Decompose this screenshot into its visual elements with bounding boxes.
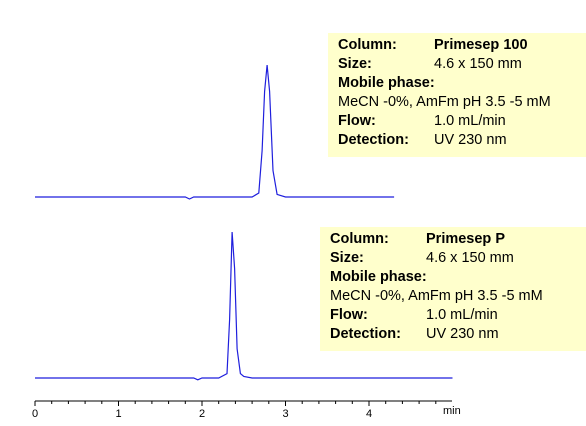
detection-value: UV 230 nm <box>426 326 499 342</box>
mobile-phase-value-row: MeCN -0%, AmFm pH 3.5 -5 mM <box>320 287 586 306</box>
size-label: Size: <box>338 56 372 72</box>
flow-value: 1.0 mL/min <box>434 113 506 129</box>
x-axis-unit-label: min <box>443 405 461 417</box>
chromatogram-trace-primesep-100 <box>35 64 395 200</box>
flow-row: Flow: 1.0 mL/min <box>320 306 586 325</box>
chromatogram-trace-primesep-p <box>35 231 453 381</box>
mobile-phase-row: Mobile phase: <box>328 74 586 93</box>
x-tick-label: 0 <box>32 408 38 420</box>
x-axis: 0 1 2 3 4 min <box>32 400 461 420</box>
x-tick-label: 3 <box>282 408 288 420</box>
method-info-box-top: Column: Primesep 100 Size: 4.6 x 150 mm … <box>328 33 586 157</box>
mobile-phase-row: Mobile phase: <box>320 268 586 287</box>
x-tick-label: 4 <box>366 408 372 420</box>
x-tick-label: 2 <box>199 408 205 420</box>
column-value: Primesep P <box>426 231 505 247</box>
detection-label: Detection: <box>330 326 401 342</box>
column-value: Primesep 100 <box>434 37 528 53</box>
column-row: Column: Primesep P <box>320 230 586 249</box>
detection-row: Detection: UV 230 nm <box>328 131 586 150</box>
detection-label: Detection: <box>338 132 409 148</box>
column-label: Column: <box>338 37 397 53</box>
size-value: 4.6 x 150 mm <box>434 56 522 72</box>
mobile-phase-value-row: MeCN -0%, AmFm pH 3.5 -5 mM <box>328 93 586 112</box>
detection-row: Detection: UV 230 nm <box>320 325 586 344</box>
size-row: Size: 4.6 x 150 mm <box>328 55 586 74</box>
method-info-box-bottom: Column: Primesep P Size: 4.6 x 150 mm Mo… <box>320 227 586 351</box>
flow-row: Flow: 1.0 mL/min <box>328 112 586 131</box>
detection-value: UV 230 nm <box>434 132 507 148</box>
size-label: Size: <box>330 250 364 266</box>
column-row: Column: Primesep 100 <box>328 36 586 55</box>
flow-label: Flow: <box>330 307 368 323</box>
x-tick-label: 1 <box>115 408 121 420</box>
mobile-phase-value: MeCN -0%, AmFm pH 3.5 -5 mM <box>338 94 551 110</box>
size-value: 4.6 x 150 mm <box>426 250 514 266</box>
column-label: Column: <box>330 231 389 247</box>
mobile-phase-value: MeCN -0%, AmFm pH 3.5 -5 mM <box>330 288 543 304</box>
size-row: Size: 4.6 x 150 mm <box>320 249 586 268</box>
flow-value: 1.0 mL/min <box>426 307 498 323</box>
mobile-phase-label: Mobile phase: <box>330 269 427 285</box>
mobile-phase-label: Mobile phase: <box>338 75 435 91</box>
flow-label: Flow: <box>338 113 376 129</box>
